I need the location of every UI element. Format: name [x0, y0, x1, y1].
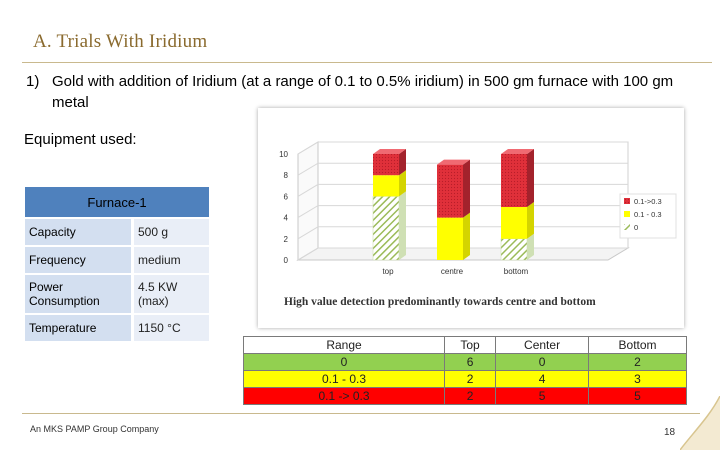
- point-number: 1): [26, 73, 40, 90]
- slide-title: A. Trials With Iridium: [33, 31, 208, 52]
- chart-bar-segment: [500, 238, 528, 261]
- table-cell: 2: [588, 353, 687, 371]
- legend-swatch: [624, 224, 630, 230]
- table-cell: 5: [588, 387, 687, 405]
- chart-bar-segment: [373, 175, 399, 197]
- title-divider: [22, 62, 712, 63]
- header-top: Top: [443, 336, 497, 354]
- header-bottom: Bottom: [588, 336, 687, 354]
- legend-label: 0.1->0.3: [634, 197, 662, 206]
- spec-value-temperature: 1150 °C: [134, 315, 209, 341]
- table-cell: 2: [443, 370, 497, 388]
- table-cell: 0: [243, 353, 445, 371]
- spec-label-power: Power Consumption: [25, 275, 134, 313]
- chart-canvas: 0 2 4 6 8 10 top centre bottom 0.1->0.3 0.1 - 0.3 0: [279, 141, 677, 276]
- point-text: Gold with addition of Iridium (at a rang…: [52, 73, 674, 111]
- y-tick-label: 4: [284, 214, 289, 223]
- stacked-bar-chart: 0 2 4 6 8 10 top centre bottom 0.1->0.3 0.1 - 0.3 0…: [258, 108, 684, 328]
- chart-bar-segment: [501, 207, 527, 239]
- corner-decoration-icon: [680, 396, 720, 450]
- equipment-label: Equipment used:: [24, 131, 137, 148]
- chart-bar-top: [373, 149, 406, 154]
- chart-caption: High value detection predominantly towar…: [284, 296, 596, 308]
- x-tick-label: bottom: [504, 267, 529, 276]
- footer-company: An MKS PAMP Group Company: [30, 424, 159, 434]
- table-cell: 3: [588, 370, 687, 388]
- chart-bar-side: [463, 159, 470, 218]
- spec-value-capacity: 500 g: [134, 219, 209, 245]
- chart-bar-top: [437, 159, 470, 165]
- table-row: 0.1 -> 0.3 2 5 5: [243, 387, 687, 405]
- y-tick-label: 2: [284, 235, 289, 244]
- chart-bar-side: [399, 149, 406, 176]
- chart-bar-segment: [437, 164, 463, 218]
- table-cell: 0.1 - 0.3: [243, 370, 445, 388]
- chart-bar-top: [501, 149, 534, 154]
- header-range: Range: [243, 336, 445, 354]
- results-header-row: Range Top Center Bottom: [243, 336, 687, 354]
- table-row: 0 6 0 2: [243, 353, 687, 371]
- chart-bar-segment: [501, 154, 527, 207]
- chart-back-wall: [317, 141, 629, 249]
- header-center: Center: [495, 336, 590, 354]
- legend-swatch: [624, 211, 630, 217]
- footer-divider: [22, 413, 700, 414]
- chart-bar-side: [399, 170, 406, 197]
- y-tick-label: 0: [284, 256, 289, 265]
- table-cell: 6: [443, 353, 497, 371]
- table-cell: 0.1 -> 0.3: [243, 387, 445, 405]
- table-cell: 4: [495, 370, 590, 388]
- chart-side-wall: [297, 141, 319, 261]
- chart-bar-side: [463, 212, 470, 260]
- legend-label: 0: [634, 223, 638, 232]
- legend-label: 0.1 - 0.3: [634, 210, 662, 219]
- y-tick-label: 10: [279, 150, 288, 159]
- spec-label-temperature: Temperature: [25, 315, 134, 341]
- chart-bar-side: [527, 202, 534, 239]
- chart-bar-side: [527, 149, 534, 207]
- chart-gridline: [297, 141, 628, 155]
- table-cell: 0: [495, 353, 590, 371]
- spec-label-frequency: Frequency: [25, 247, 134, 273]
- table-cell: 2: [443, 387, 497, 405]
- spec-value-power: 4.5 KW (max): [134, 275, 209, 313]
- x-tick-label: centre: [441, 267, 464, 276]
- results-table: Range Top Center Bottom 0 6 0 2 0.1 - 0.…: [243, 336, 687, 405]
- chart-bar-side: [527, 233, 534, 260]
- page-number: 18: [664, 427, 676, 438]
- y-tick-label: 6: [284, 192, 289, 201]
- spec-value-frequency: medium: [134, 247, 209, 273]
- furnace-table-header: Furnace-1: [25, 187, 209, 217]
- table-cell: 5: [495, 387, 590, 405]
- legend-swatch: [624, 198, 630, 204]
- chart-bar-segment: [373, 154, 399, 176]
- x-tick-label: top: [382, 267, 394, 276]
- spec-label-capacity: Capacity: [25, 219, 134, 245]
- y-tick-label: 8: [284, 171, 289, 180]
- chart-bar-segment: [372, 196, 400, 261]
- chart-bar-side: [399, 191, 406, 260]
- table-row: 0.1 - 0.3 2 4 3: [243, 370, 687, 388]
- chart-bar-segment: [437, 217, 463, 260]
- furnace-spec-table: Furnace-1 Capacity 500 g Frequency mediu…: [25, 185, 209, 343]
